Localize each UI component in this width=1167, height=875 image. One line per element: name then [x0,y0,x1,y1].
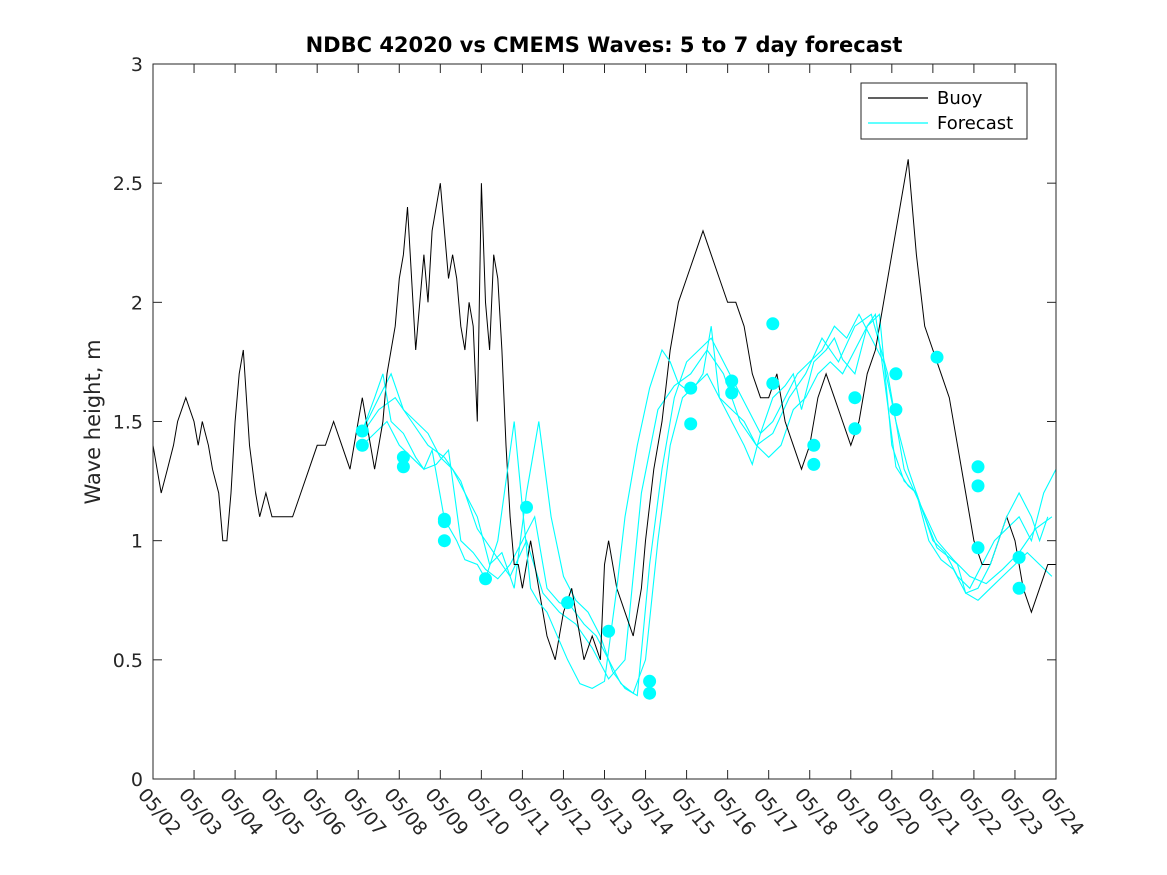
x-tick-label: 05/13 [585,784,637,840]
y-axis-label: Wave height, m [81,339,105,504]
x-tick-label: 05/03 [174,784,226,840]
forecast-trace-2 [361,313,1053,695]
y-tick-label: 2.5 [113,173,143,195]
x-tick-label: 05/07 [338,784,390,840]
forecast-marker [725,374,739,388]
forecast-marker [1012,581,1026,595]
forecast-marker [971,541,985,555]
forecast-marker [889,403,903,417]
forecast-marker [520,500,533,514]
forecast-marker [1012,550,1026,564]
x-tick-label: 05/08 [379,784,431,840]
legend: Buoy Forecast [860,82,1028,140]
y-tick-label: 0.5 [113,650,143,672]
forecast-marker [848,391,862,405]
forecast-marker [725,386,739,400]
x-tick-label: 05/17 [749,784,801,840]
y-tick-label: 3 [131,54,143,76]
legend-buoy-label: Buoy [937,88,983,109]
x-tick-label: 05/06 [297,784,349,840]
forecast-marker [684,381,698,395]
x-tick-label: 05/05 [256,784,308,840]
legend-box [860,82,1028,140]
x-tick-label: 05/23 [995,784,1047,840]
x-tick-label: 05/09 [420,784,472,840]
chart-title: NDBC 42020 vs CMEMS Waves: 5 to 7 day fo… [306,33,903,57]
forecast-marker [971,479,985,493]
forecast-trace-3 [361,313,1053,680]
y-tick-label: 1.5 [113,412,143,434]
x-tick-label: 05/22 [954,784,1006,840]
buoy-series-line [152,159,1056,660]
forecast-marker [643,674,657,688]
forecast-trace-1 [361,313,1057,697]
forecast-marker [437,534,451,548]
x-tick-label: 05/16 [708,784,760,840]
forecast-marker [848,422,862,436]
x-tick-label: 05/24 [1036,784,1088,840]
x-tick-label: 05/12 [544,784,596,840]
forecast-marker [889,367,903,381]
x-tick-label: 05/21 [913,784,965,840]
x-tick-label: 05/20 [872,784,924,840]
axes: 00.511.522.5305/0205/0305/0405/0505/0605… [113,54,1088,840]
forecast-marker [807,438,821,452]
forecast-marker [437,515,451,529]
forecast-series-line [361,312,1049,690]
x-tick-label: 05/18 [790,784,842,840]
y-tick-label: 1 [131,531,143,553]
forecast-marker [807,457,821,471]
forecast-marker [766,376,780,390]
forecast-marker [561,596,575,610]
x-tick-label: 05/14 [626,784,678,840]
forecast-marker [355,424,369,438]
forecast-marker [396,460,410,474]
forecast-marker [930,350,944,364]
y-tick-label: 0 [131,769,143,791]
x-tick-label: 05/10 [462,784,514,840]
forecast-marker [684,417,698,431]
x-tick-label: 05/19 [831,784,883,840]
x-tick-label: 05/04 [215,784,267,840]
plot-area [152,159,1057,700]
y-tick-label: 2 [131,292,143,314]
forecast-marker [396,450,410,464]
forecast-marker [643,686,657,700]
forecast-marker [766,317,780,331]
forecast-marker [602,624,616,638]
forecast-marker [355,438,369,452]
legend-forecast-label: Forecast [937,113,1013,134]
x-tick-label: 05/15 [667,784,719,840]
x-tick-label: 05/02 [133,784,185,840]
forecast-marker [971,460,985,474]
x-tick-label: 05/11 [503,784,555,840]
forecast-marker [479,572,492,586]
